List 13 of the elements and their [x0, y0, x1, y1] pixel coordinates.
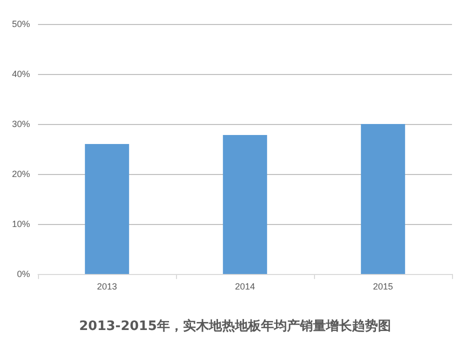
- x-tick-label: 2015: [372, 282, 394, 292]
- x-tick-label: 2014: [234, 282, 256, 292]
- y-tick-label: 20%: [12, 169, 30, 179]
- y-tick-label: 50%: [12, 19, 30, 29]
- bar: [222, 135, 268, 274]
- bar: [84, 144, 130, 274]
- y-tick-label: 30%: [12, 119, 30, 129]
- y-tick-label: 0%: [16, 269, 30, 279]
- y-tick-label: 10%: [12, 219, 30, 229]
- text: 2013-2015年，实木地热地板年均产销量增长趋势图: [79, 318, 391, 334]
- x-tick-label: 2013: [96, 282, 118, 292]
- y-tick-label: 40%: [12, 69, 30, 79]
- bar: [360, 124, 406, 274]
